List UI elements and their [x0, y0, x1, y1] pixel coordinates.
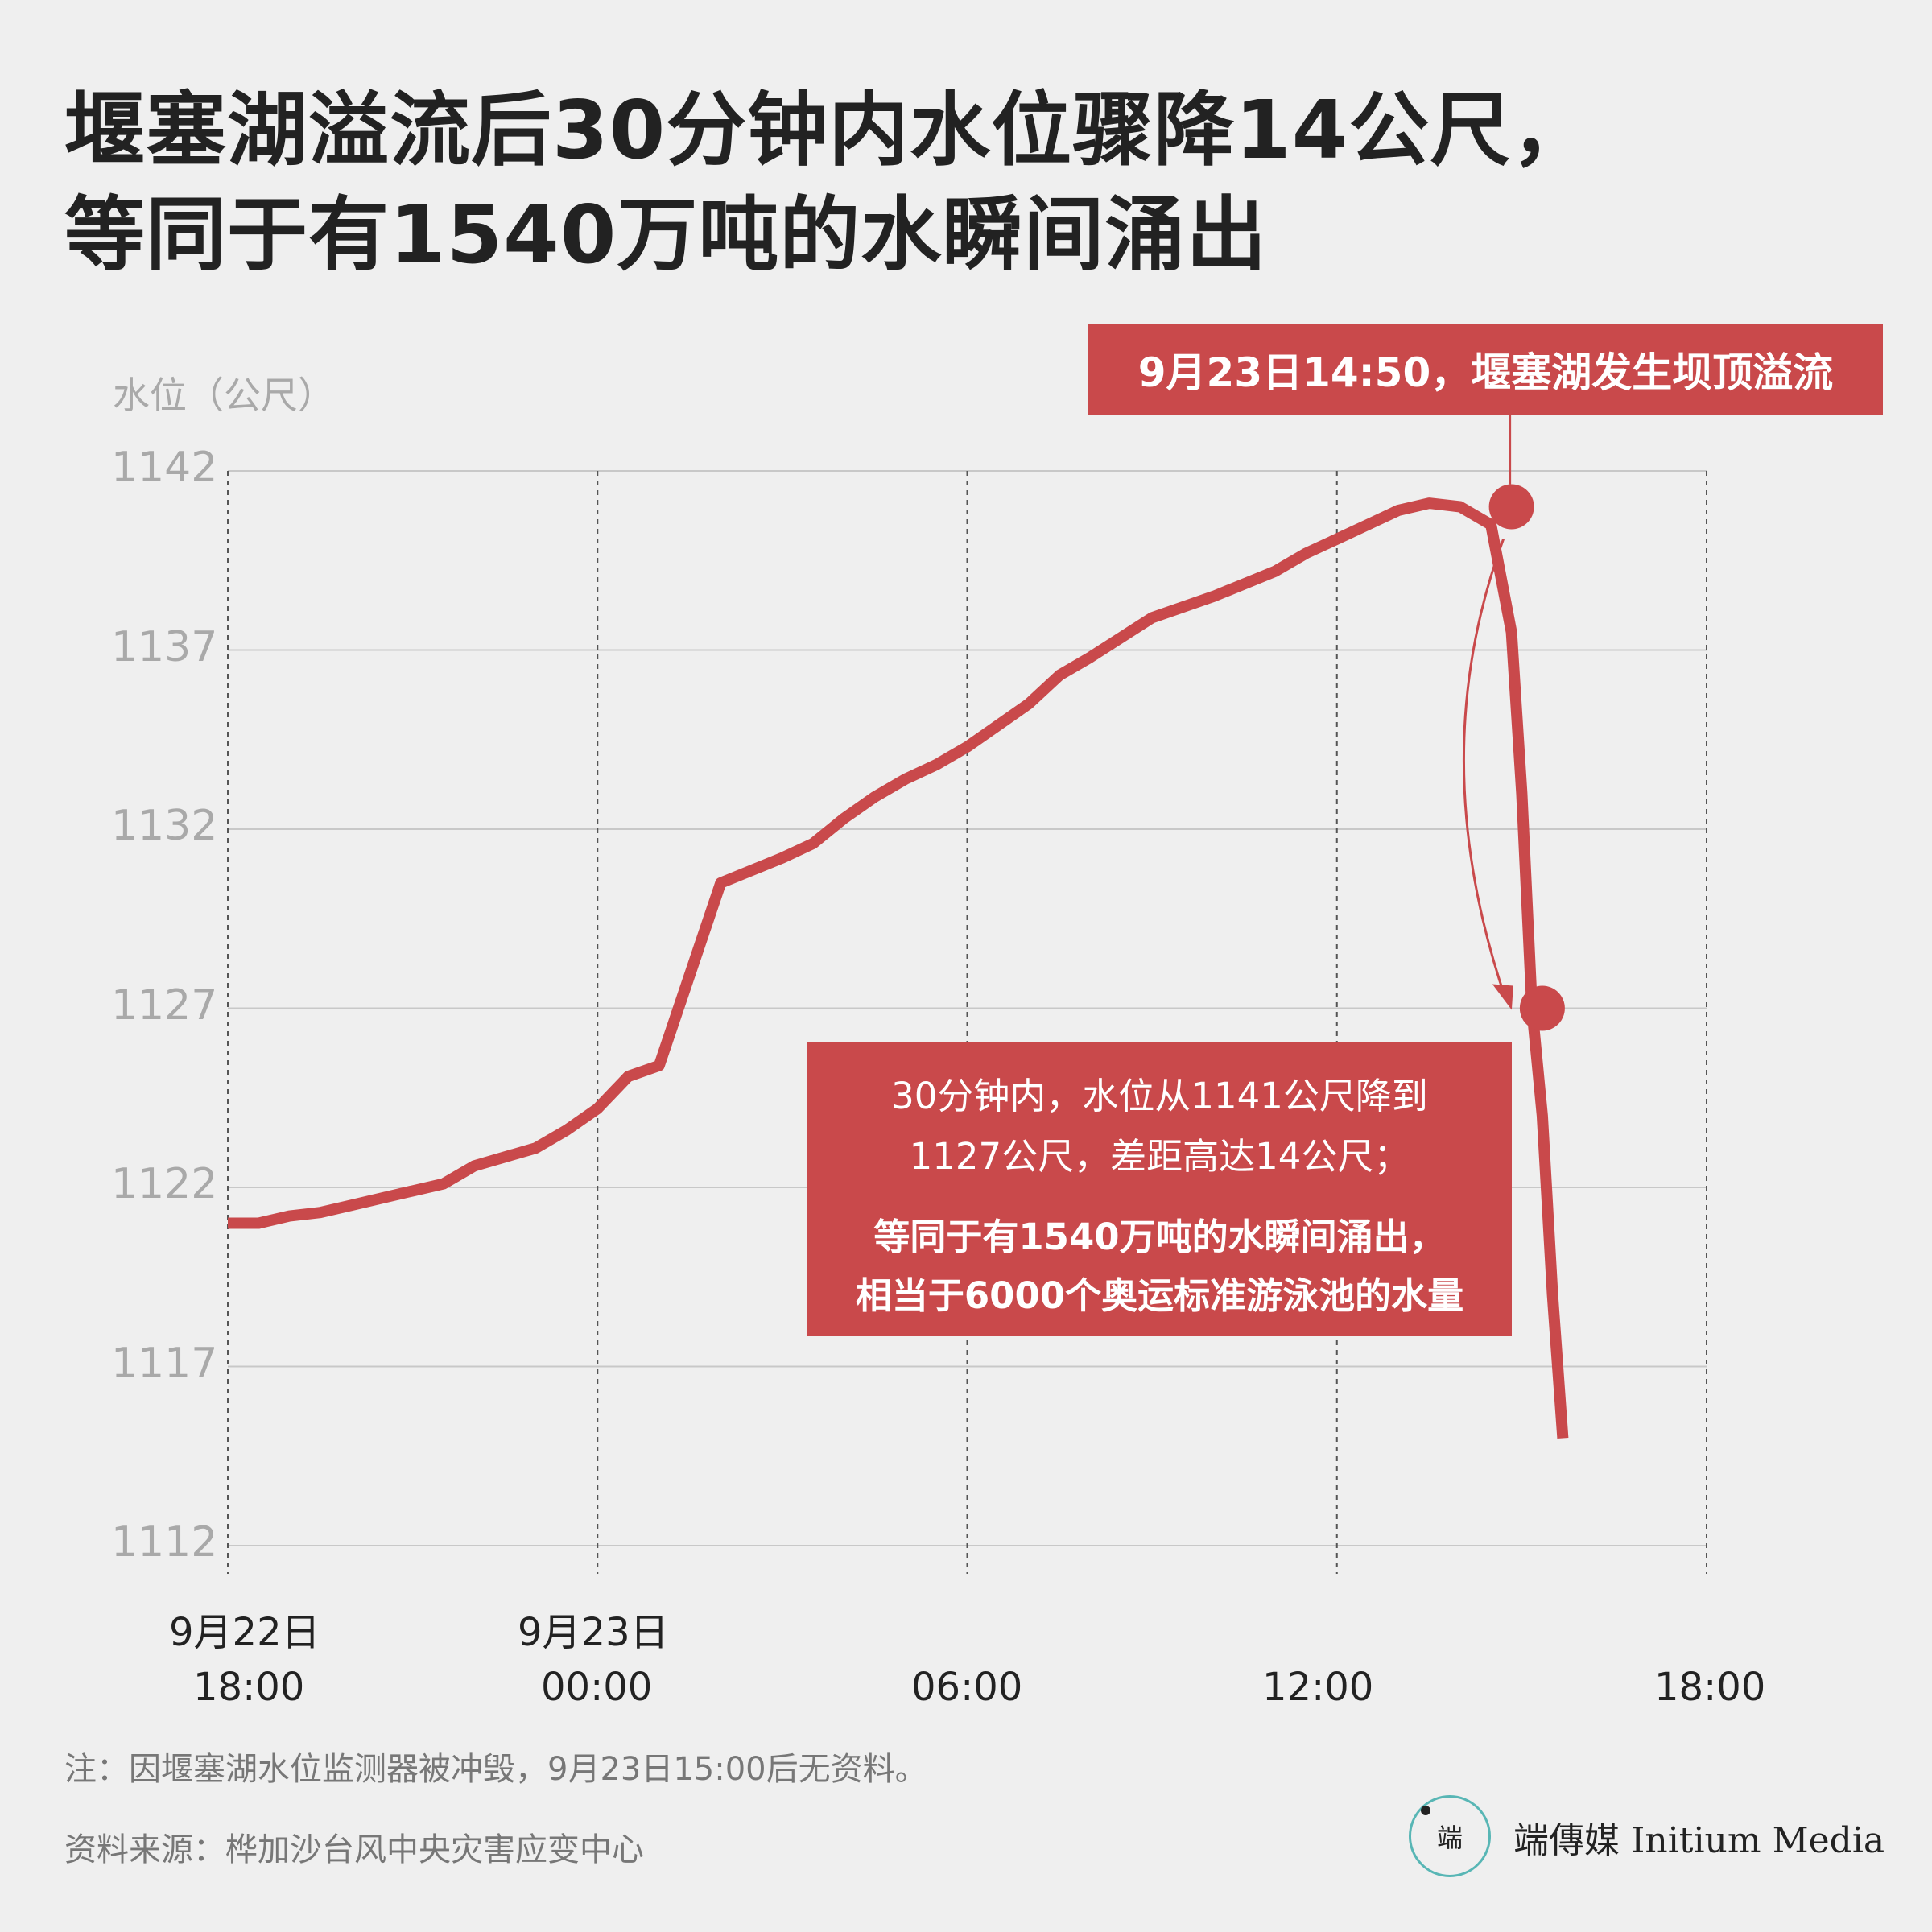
annotation-line-3: 等同于有1540万吨的水瞬间涌出， — [873, 1216, 1446, 1258]
y-tick-label: 1137 — [111, 622, 218, 671]
y-tick-label: 1142 — [111, 444, 218, 492]
drop-arrowhead-icon — [1492, 984, 1513, 1010]
drop-arrow — [1462, 538, 1508, 1001]
chart-title-line1: 堰塞湖溢流后30分钟内水位骤降14公尺， — [64, 83, 1593, 177]
x-time-label-1200: 12:00 — [1262, 1665, 1374, 1710]
x-date-label-sep22: 9月22日 — [169, 1610, 320, 1655]
footnote: 注：因堰塞湖水位监测器被冲毁，9月23日15:00后无资料。 — [64, 1751, 927, 1788]
overflow-annotation-label: 9月23日14:50，堰塞湖发生坝顶溢流 — [1088, 324, 1883, 415]
annotation-line-2: 1127公尺，差距高达14公尺； — [909, 1135, 1410, 1178]
y-axis-label: 水位（公尺） — [113, 374, 335, 417]
x-date-label-sep23: 9月23日 — [518, 1610, 669, 1655]
y-tick-label: 1122 — [111, 1160, 218, 1208]
logo-dot-icon — [1421, 1806, 1430, 1815]
water-level-line — [228, 497, 1569, 1439]
annotation-line-1: 30分钟内，水位从1141公尺降到 — [891, 1075, 1428, 1117]
y-tick-label: 1117 — [111, 1339, 218, 1388]
source-note: 资料来源：桦加沙台风中央灾害应变中心 — [64, 1831, 644, 1868]
publisher-logo-text: 端傳媒 Initium Media — [1513, 1820, 1885, 1861]
y-tick-label: 1112 — [111, 1518, 218, 1567]
peak-marker — [1488, 484, 1534, 530]
chart-title-line2: 等同于有1540万吨的水瞬间涌出 — [64, 188, 1268, 282]
x-time-label-1800-b: 18:00 — [1654, 1665, 1766, 1710]
initium-logo-icon: 端 — [1409, 1795, 1491, 1877]
drop-annotation-box: 30分钟内，水位从1141公尺降到 1127公尺，差距高达14公尺； 等同于有1… — [807, 1042, 1512, 1336]
y-tick-label: 1127 — [111, 980, 218, 1030]
x-time-label-0000: 00:00 — [541, 1665, 653, 1710]
drop-marker — [1519, 985, 1565, 1031]
annotation-line-4: 相当于6000个奥运标准游泳池的水量 — [855, 1274, 1464, 1317]
logo-mark: 端 — [1436, 1823, 1463, 1853]
y-tick-label: 1132 — [111, 802, 218, 850]
x-time-label-1800-a: 18:00 — [193, 1665, 305, 1710]
x-time-label-0600: 06:00 — [911, 1665, 1023, 1710]
